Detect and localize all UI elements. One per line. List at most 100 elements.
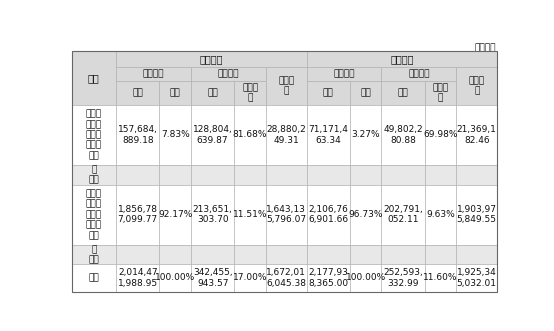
Bar xyxy=(306,105,350,165)
Text: 21,369,1
82.46: 21,369,1 82.46 xyxy=(456,125,496,145)
Bar xyxy=(456,264,497,292)
Bar xyxy=(382,184,425,245)
Text: 账面余额: 账面余额 xyxy=(143,70,164,79)
Text: 1,643,13
5,796.07: 1,643,13 5,796.07 xyxy=(266,205,306,224)
Bar xyxy=(116,184,160,245)
Text: 单位：元: 单位：元 xyxy=(475,44,496,53)
Text: 96.73%: 96.73% xyxy=(348,210,383,219)
Text: 账面价
值: 账面价 值 xyxy=(469,76,485,96)
Bar xyxy=(266,105,306,165)
Text: 69.98%: 69.98% xyxy=(423,130,458,139)
Bar xyxy=(382,245,425,264)
Bar xyxy=(234,184,266,245)
Bar xyxy=(71,245,116,264)
Text: 其
中：: 其 中： xyxy=(89,165,99,184)
Text: 81.68%: 81.68% xyxy=(233,130,268,139)
Text: 金额: 金额 xyxy=(398,89,408,98)
Text: 1,672,01
6,045.38: 1,672,01 6,045.38 xyxy=(266,268,306,288)
Bar xyxy=(191,105,234,165)
Text: 计提比
例: 计提比 例 xyxy=(242,83,258,103)
Bar xyxy=(116,51,306,67)
Bar xyxy=(350,165,382,184)
Text: 2,177,93
8,365.00: 2,177,93 8,365.00 xyxy=(308,268,348,288)
Bar xyxy=(306,51,497,67)
Text: 期初余额: 期初余额 xyxy=(390,54,413,64)
Bar xyxy=(116,67,191,81)
Bar xyxy=(71,105,116,165)
Text: 11.51%: 11.51% xyxy=(233,210,268,219)
Bar xyxy=(456,105,497,165)
Bar xyxy=(160,184,191,245)
Bar xyxy=(191,184,234,245)
Text: 202,791,
052.11: 202,791, 052.11 xyxy=(383,205,423,224)
Bar xyxy=(266,264,306,292)
Bar xyxy=(306,245,350,264)
Text: 342,455,
943.57: 342,455, 943.57 xyxy=(193,268,233,288)
Bar xyxy=(160,105,191,165)
Bar xyxy=(160,165,191,184)
Bar xyxy=(266,67,306,105)
Bar xyxy=(350,184,382,245)
Bar xyxy=(71,165,116,184)
Bar xyxy=(71,264,116,292)
Text: 比例: 比例 xyxy=(360,89,371,98)
Bar xyxy=(382,165,425,184)
Bar xyxy=(350,245,382,264)
Bar xyxy=(306,264,350,292)
Text: 92.17%: 92.17% xyxy=(158,210,192,219)
Bar xyxy=(306,165,350,184)
Text: 49,802,2
80.88: 49,802,2 80.88 xyxy=(383,125,423,145)
Text: 11.60%: 11.60% xyxy=(423,273,458,282)
Text: 1,925,34
5,032.01: 1,925,34 5,032.01 xyxy=(456,268,497,288)
Text: 7.83%: 7.83% xyxy=(161,130,189,139)
Bar xyxy=(456,184,497,245)
Bar xyxy=(71,184,116,245)
Bar xyxy=(425,81,456,105)
Text: 账面余额: 账面余额 xyxy=(333,70,355,79)
Bar xyxy=(382,81,425,105)
Bar xyxy=(266,184,306,245)
Bar xyxy=(160,81,191,105)
Text: 2,014,47
1,988.95: 2,014,47 1,988.95 xyxy=(117,268,158,288)
Bar xyxy=(425,184,456,245)
Bar xyxy=(382,105,425,165)
Bar xyxy=(425,245,456,264)
Bar xyxy=(234,245,266,264)
Bar xyxy=(234,264,266,292)
Text: 类别: 类别 xyxy=(88,73,100,83)
Bar xyxy=(425,264,456,292)
Text: 9.63%: 9.63% xyxy=(426,210,455,219)
Bar xyxy=(160,245,191,264)
Text: 17.00%: 17.00% xyxy=(233,273,268,282)
Bar xyxy=(234,81,266,105)
Bar xyxy=(234,105,266,165)
Bar xyxy=(116,264,160,292)
Text: 252,593,
332.99: 252,593, 332.99 xyxy=(383,268,423,288)
Bar xyxy=(116,245,160,264)
Text: 157,684,
889.18: 157,684, 889.18 xyxy=(118,125,158,145)
Bar xyxy=(266,245,306,264)
Bar xyxy=(306,81,350,105)
Bar xyxy=(350,105,382,165)
Text: 合计: 合计 xyxy=(89,273,99,282)
Text: 坡账准备: 坡账准备 xyxy=(408,70,430,79)
Bar xyxy=(116,105,160,165)
Bar xyxy=(116,81,160,105)
Bar xyxy=(191,67,266,81)
Text: 其
中：: 其 中： xyxy=(89,245,99,264)
Bar xyxy=(191,165,234,184)
Bar xyxy=(306,67,382,81)
Text: 金额: 金额 xyxy=(207,89,218,98)
Bar xyxy=(456,165,497,184)
Text: 计提比
例: 计提比 例 xyxy=(433,83,449,103)
Text: 28,880,2
49.31: 28,880,2 49.31 xyxy=(266,125,306,145)
Text: 按单项
计提坡
账准备
的应收
账款: 按单项 计提坡 账准备 的应收 账款 xyxy=(86,110,102,160)
Text: 2,106,76
6,901.66: 2,106,76 6,901.66 xyxy=(308,205,348,224)
Bar xyxy=(266,165,306,184)
Bar xyxy=(234,165,266,184)
Bar xyxy=(456,67,497,105)
Text: 1,856,78
7,099.77: 1,856,78 7,099.77 xyxy=(117,205,158,224)
Text: 比例: 比例 xyxy=(170,89,181,98)
Bar xyxy=(425,105,456,165)
Bar xyxy=(382,264,425,292)
